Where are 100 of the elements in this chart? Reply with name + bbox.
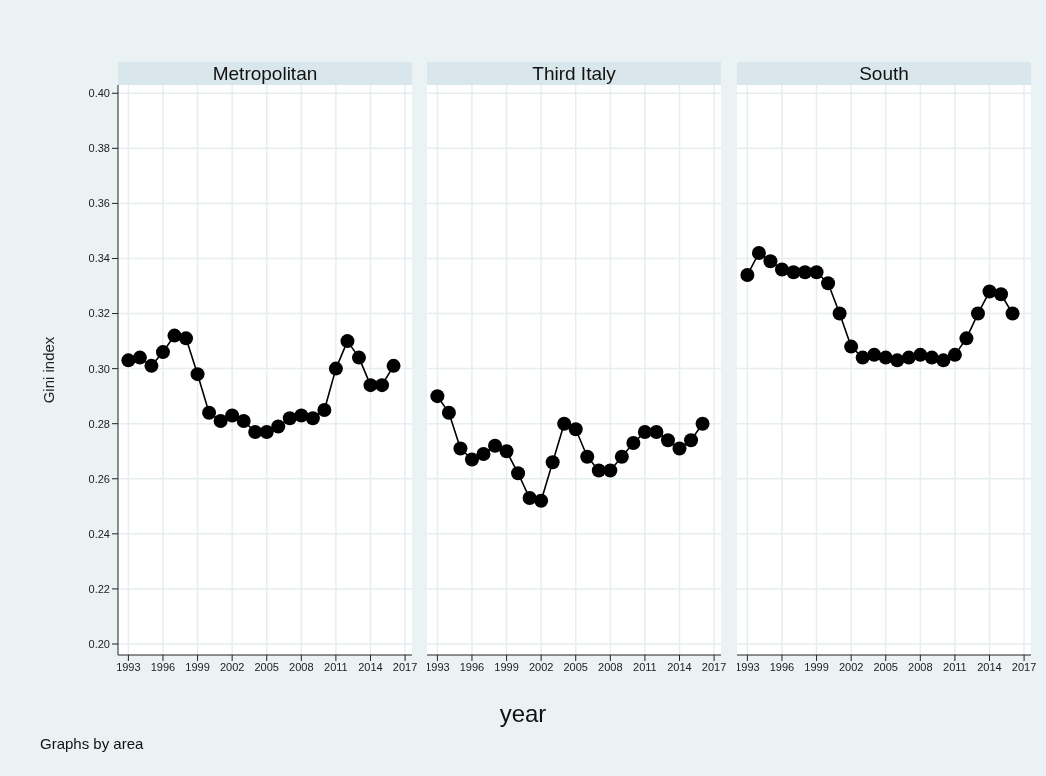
point — [488, 438, 503, 453]
x-tick-label: 2011 — [943, 660, 967, 673]
point — [672, 441, 687, 456]
y-tick-label: 0.40 — [88, 87, 110, 100]
x-tick-label: 2014 — [977, 660, 1002, 673]
point — [386, 358, 401, 373]
point — [614, 449, 629, 464]
point — [441, 405, 456, 420]
point — [786, 265, 801, 280]
x-tick-label: 2017 — [701, 660, 727, 673]
point — [271, 419, 286, 434]
point — [660, 433, 675, 448]
point — [464, 452, 479, 467]
point — [637, 424, 652, 439]
x-tick-label: 1999 — [494, 660, 519, 673]
x-tick-label: 1999 — [185, 660, 210, 673]
point — [557, 416, 572, 431]
y-axis-title: Gini index — [39, 336, 57, 404]
x-tick-label: 2011 — [633, 660, 657, 673]
x-tick-label: 1993 — [116, 660, 141, 673]
point — [936, 353, 951, 368]
point — [832, 306, 847, 321]
point — [844, 339, 859, 354]
x-tick-label: 2017 — [1011, 660, 1037, 673]
x-tick-label: 1999 — [804, 660, 829, 673]
x-axis-title: year — [498, 700, 548, 728]
point — [1005, 306, 1020, 321]
point — [534, 493, 549, 508]
point — [259, 424, 274, 439]
x-tick-label: 1996 — [150, 660, 176, 673]
point — [545, 455, 560, 470]
point — [809, 265, 824, 280]
x-tick-label: 2005 — [254, 660, 279, 673]
point — [890, 353, 905, 368]
point — [144, 358, 159, 373]
point — [294, 408, 309, 423]
point — [959, 331, 974, 346]
x-tick-label: 2014 — [358, 660, 383, 673]
point — [305, 411, 320, 426]
point — [821, 276, 836, 291]
point — [684, 433, 699, 448]
point — [213, 413, 228, 428]
point — [867, 347, 882, 362]
x-tick-label: 2014 — [667, 660, 692, 673]
point — [740, 268, 755, 282]
y-tick-label: 0.20 — [88, 637, 110, 650]
point — [190, 367, 205, 382]
point — [328, 361, 343, 376]
x-tick-label: 2005 — [873, 660, 898, 673]
point — [236, 413, 251, 428]
y-tick-label: 0.26 — [88, 472, 110, 485]
point — [225, 408, 240, 423]
y-tick-label: 0.30 — [88, 362, 110, 375]
point — [132, 350, 147, 365]
x-tick-label: 2011 — [324, 660, 348, 673]
chart-title: Metropolitan — [118, 62, 412, 85]
x-tick-label: 2002 — [528, 660, 554, 673]
x-tick-label: 2008 — [289, 660, 314, 673]
point — [121, 353, 136, 368]
point — [340, 334, 355, 349]
y-tick-label: 0.34 — [88, 252, 110, 265]
point — [970, 306, 985, 321]
x-tick-label: 2002 — [219, 660, 245, 673]
y-tick-label: 0.32 — [88, 307, 110, 320]
point — [982, 284, 997, 299]
point — [994, 287, 1009, 302]
point — [580, 449, 595, 464]
x-tick-label: 2005 — [563, 660, 588, 673]
point — [430, 389, 445, 404]
point — [522, 491, 537, 506]
point — [202, 405, 217, 420]
point — [913, 347, 928, 362]
point — [947, 347, 962, 362]
point — [568, 422, 583, 437]
y-tick-label: 0.38 — [88, 142, 110, 155]
point — [375, 378, 390, 393]
point — [476, 446, 491, 461]
y-tick-label: 0.36 — [88, 197, 110, 210]
x-tick-label: 2002 — [838, 660, 864, 673]
point — [167, 328, 182, 343]
point — [924, 350, 939, 365]
point — [751, 245, 766, 260]
point — [453, 441, 468, 456]
point — [763, 254, 778, 269]
x-tick-label: 2008 — [908, 660, 933, 673]
point — [649, 424, 664, 439]
point — [499, 444, 514, 459]
x-tick-label: 1996 — [769, 660, 795, 673]
point — [591, 463, 606, 478]
point — [798, 265, 813, 280]
y-tick-label: 0.22 — [88, 582, 110, 595]
point — [878, 350, 893, 365]
point — [317, 402, 332, 417]
point — [248, 424, 263, 439]
point — [626, 435, 641, 450]
x-tick-label: 2017 — [392, 660, 418, 673]
y-tick-label: 0.28 — [88, 417, 110, 430]
chart-title: Third Italy — [427, 62, 721, 85]
point — [901, 350, 916, 365]
text: Graphs by area — [40, 735, 144, 752]
